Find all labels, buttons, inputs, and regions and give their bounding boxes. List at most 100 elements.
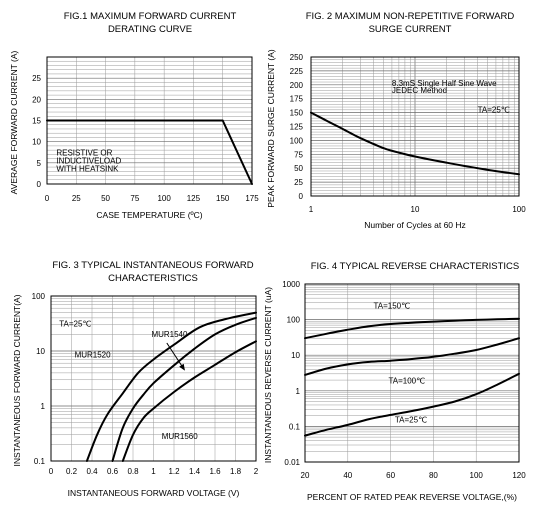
y-tick-label: 200 <box>290 81 304 90</box>
y-tick-label: 10 <box>32 138 41 147</box>
annotation-label: TA=25℃ <box>395 415 427 424</box>
y-tick-label: 250 <box>290 53 304 62</box>
chart-title-line: SURGE CURRENT <box>369 24 452 35</box>
x-tick-label: 1.8 <box>230 467 242 476</box>
x-tick-label: 100 <box>470 471 484 480</box>
x-tick-label: 0 <box>49 467 54 476</box>
y-tick-label: 15 <box>32 117 41 126</box>
y-tick-label: 10 <box>291 351 300 360</box>
x-tick-label: 25 <box>72 194 81 203</box>
x-tick-label: 100 <box>157 194 171 203</box>
y-tick-label: 0.01 <box>284 458 300 467</box>
y-tick-label: 75 <box>294 150 303 159</box>
x-tick-label: 60 <box>386 471 395 480</box>
y-tick-label: 25 <box>32 74 41 83</box>
x-tick-label: 10 <box>411 205 420 214</box>
leader-arrowhead <box>179 363 185 371</box>
series-line-mur1520 <box>85 311 257 462</box>
y-axis-label: AVERAGE FORWARD CURRENT (A) <box>9 50 19 194</box>
annotation-label: 8.3mS Single Half Sine Wave <box>392 79 497 88</box>
y-axis-label: PEAK FORWARD SURGE CURRENT (A) <box>266 49 276 208</box>
chart-title-line: FIG. 3 TYPICAL INSTANTANEOUS FORWARD <box>52 260 253 271</box>
plot-area <box>304 283 520 463</box>
y-tick-label: 125 <box>290 123 304 132</box>
x-axis-label: INSTANTANEOUS FORWARD VOLTAGE (V) <box>68 488 240 498</box>
plot-border <box>310 56 520 197</box>
y-tick-label: 100 <box>290 136 304 145</box>
annotation-label: TA=25℃ <box>478 106 510 115</box>
y-tick-label: 50 <box>294 164 303 173</box>
x-tick-label: 0.2 <box>66 467 78 476</box>
series-line-ta25 <box>304 372 520 437</box>
x-tick-label: 175 <box>245 194 259 203</box>
x-axis-label: PERCENT OF RATED PEAK REVERSE VOLTAGE,(%… <box>307 492 517 502</box>
x-tick-label: 125 <box>187 194 201 203</box>
annotation-label: TA=100℃ <box>388 377 425 386</box>
chart-title-line: CHARACTERISTICS <box>108 273 198 284</box>
annotation-label: TA=150℃ <box>373 302 410 311</box>
x-tick-label: 0.4 <box>86 467 98 476</box>
chart-4: FIG. 4 TYPICAL REVERSE CHARACTERISTICS 20… <box>263 261 526 502</box>
x-axis-label: Number of Cycles at 60 Hz <box>364 220 466 230</box>
y-tick-label: 100 <box>287 316 301 325</box>
y-tick-label: 0 <box>299 192 304 201</box>
y-tick-label: 1000 <box>282 280 300 289</box>
y-tick-label: 0.1 <box>289 422 301 431</box>
series-line-ta150 <box>304 317 520 340</box>
x-tick-label: 1 <box>309 205 314 214</box>
chart-title-line: DERATING CURVE <box>108 24 192 35</box>
grid <box>305 284 519 462</box>
x-tick-label: 0 <box>45 194 50 203</box>
x-tick-label: 1.2 <box>168 467 180 476</box>
x-tick-label: 20 <box>301 471 310 480</box>
x-tick-label: 1.6 <box>209 467 221 476</box>
chart-title-line: FIG. 2 MAXIMUM NON-REPETITIVE FORWARD <box>306 11 515 22</box>
annotation-label: INDUCTIVELOAD <box>56 157 121 166</box>
chart-3: FIG. 3 TYPICAL INSTANTANEOUS FORWARD CHAR… <box>12 260 259 498</box>
leader-line <box>166 342 185 370</box>
x-tick-label: 0.8 <box>127 467 139 476</box>
x-axis-label: CASE TEMPERATURE (ºC) <box>96 210 202 220</box>
series-line <box>46 119 253 185</box>
y-tick-label: 5 <box>37 159 42 168</box>
series-line-mur1540 <box>111 316 257 462</box>
annotation-label: WITH HEATSINK <box>56 165 119 174</box>
x-tick-label: 80 <box>429 471 438 480</box>
y-tick-label: 175 <box>290 95 304 104</box>
y-tick-label: 1 <box>296 387 301 396</box>
x-tick-label: 1 <box>151 467 156 476</box>
chart-title-line: FIG.1 MAXIMUM FORWARD CURRENT <box>64 11 237 22</box>
series-line-ta100 <box>304 337 520 376</box>
x-tick-label: 150 <box>216 194 230 203</box>
y-tick-label: 25 <box>294 178 303 187</box>
y-axis-label: INSTANTANEOUS REVERSE CURRENT (uA) <box>263 287 273 463</box>
x-tick-label: 75 <box>130 194 139 203</box>
y-tick-label: 225 <box>290 67 304 76</box>
chart-1: FIG.1 MAXIMUM FORWARD CURRENT DERATING CU… <box>9 11 259 220</box>
annotation-label: MUR1560 <box>162 432 199 441</box>
y-tick-label: 20 <box>32 95 41 104</box>
x-tick-label: 50 <box>101 194 110 203</box>
y-tick-label: 0 <box>37 180 42 189</box>
plot-border <box>50 295 257 462</box>
annotation-label: TA=25℃ <box>59 319 91 328</box>
x-tick-label: 100 <box>512 205 526 214</box>
annotation-label: MUR1520 <box>75 351 112 360</box>
annotation-label: MUR1540 <box>151 330 188 339</box>
chart-2: FIG. 2 MAXIMUM NON-REPETITIVE FORWARD SUR… <box>266 11 526 230</box>
annotation-label: JEDEC Method <box>392 86 447 95</box>
series-line-mur1560 <box>121 340 257 462</box>
y-tick-label: 1 <box>41 402 46 411</box>
x-tick-label: 2 <box>254 467 259 476</box>
series-line <box>310 111 520 176</box>
y-tick-label: 100 <box>32 292 46 301</box>
y-tick-label: 10 <box>36 347 45 356</box>
y-tick-label: 0.1 <box>34 457 46 466</box>
x-tick-label: 120 <box>512 471 526 480</box>
x-tick-label: 40 <box>343 471 352 480</box>
x-tick-label: 0.6 <box>107 467 119 476</box>
y-axis-label: INSTANTANEOUS FORWARD CURRENT(A) <box>12 294 22 466</box>
x-tick-label: 1.4 <box>189 467 201 476</box>
annotation-label: RESISTIVE OR <box>56 149 112 158</box>
